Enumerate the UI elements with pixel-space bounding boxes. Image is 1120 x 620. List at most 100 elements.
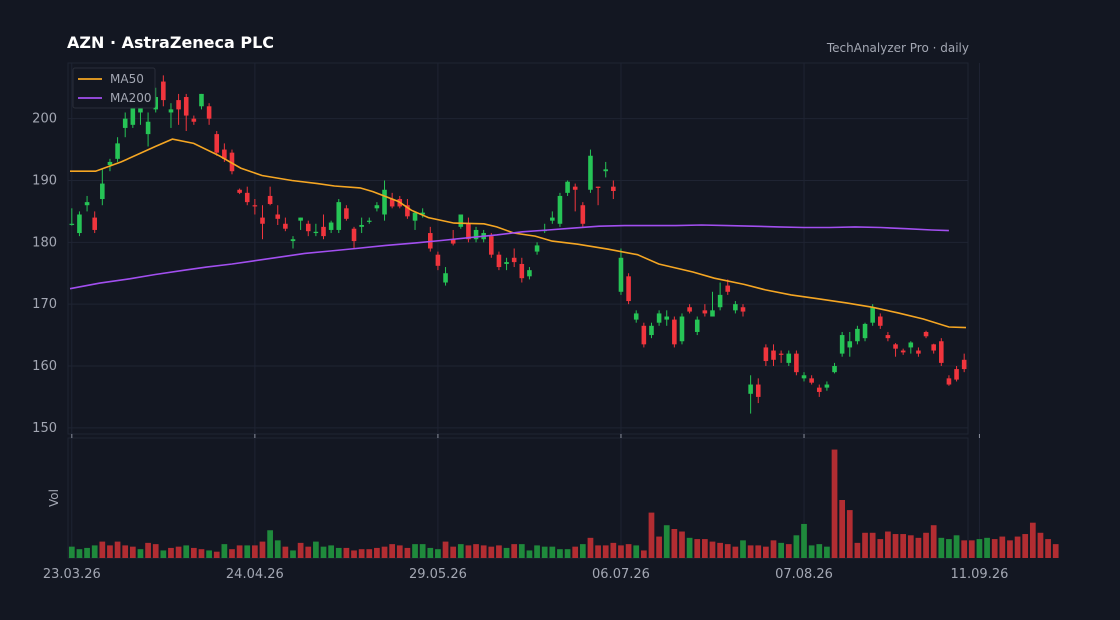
volume-bar xyxy=(107,545,113,558)
volume-bar xyxy=(305,546,312,558)
candle-down xyxy=(900,350,906,353)
volume-bar xyxy=(313,541,319,558)
candle-up xyxy=(870,307,875,323)
volume-bar xyxy=(572,546,579,558)
candle-up xyxy=(588,155,593,190)
volume-bar xyxy=(808,545,815,558)
volume-bar xyxy=(221,544,228,558)
candle-up xyxy=(122,118,128,128)
volume-bar xyxy=(442,541,449,558)
candle-up xyxy=(100,183,105,200)
candle-up xyxy=(359,225,364,227)
candle-down xyxy=(405,205,410,217)
candle-down xyxy=(275,214,281,219)
volume-bar xyxy=(816,544,823,558)
volume-bar xyxy=(404,547,411,558)
volume-bar xyxy=(953,535,960,558)
candle-down xyxy=(214,134,220,153)
volume-bar xyxy=(610,542,617,558)
volume-bar xyxy=(198,549,205,558)
x-tick-label: 07.08.26 xyxy=(775,567,833,582)
volume-bar xyxy=(907,535,914,558)
volume-bar xyxy=(1014,536,1021,558)
candle-down xyxy=(260,217,265,224)
volume-bar xyxy=(999,536,1006,558)
volume-bar xyxy=(1022,534,1029,558)
candle-down xyxy=(229,152,235,172)
volume-bar xyxy=(252,545,258,558)
volume-bar xyxy=(755,545,762,558)
y-tick-label: 170 xyxy=(32,297,57,312)
candle-down xyxy=(351,228,357,242)
volume-bar xyxy=(869,532,876,558)
volume-bar xyxy=(503,547,510,558)
volume-bar xyxy=(854,542,861,558)
volume-bar xyxy=(991,539,998,558)
candle-up xyxy=(107,161,113,166)
candle-down xyxy=(939,341,944,363)
candle-up xyxy=(382,189,387,215)
volume-bar xyxy=(640,550,647,558)
volume-bar xyxy=(831,449,838,558)
candle-up xyxy=(633,313,639,320)
volume-bar xyxy=(366,549,373,558)
volume-bar xyxy=(351,550,357,558)
candle-up xyxy=(130,106,136,125)
x-tick-label: 06.07.26 xyxy=(592,567,650,582)
volume-bar xyxy=(763,546,769,558)
candle-up xyxy=(336,202,342,230)
volume-bar xyxy=(656,536,662,558)
volume-bar xyxy=(671,529,678,558)
volume-bar xyxy=(770,540,777,558)
candle-down xyxy=(283,223,288,229)
candle-up xyxy=(290,239,296,242)
y-tick-label: 150 xyxy=(32,421,57,436)
volume-bar xyxy=(579,544,586,558)
candle-down xyxy=(771,350,776,360)
chart-subtitle: TechAnalyzer Pro · daily xyxy=(826,41,969,55)
volume-bar xyxy=(473,544,479,558)
volume-bar xyxy=(892,534,899,558)
candle-up xyxy=(717,294,723,308)
volume-bar xyxy=(694,539,701,558)
candle-down xyxy=(496,254,502,268)
volume-bar xyxy=(229,549,235,558)
candle-up xyxy=(862,323,868,339)
volume-bar xyxy=(778,542,784,558)
volume-bar xyxy=(282,546,289,558)
volume-bar xyxy=(801,523,807,558)
volume-bar xyxy=(946,539,952,558)
candle-down xyxy=(244,192,250,203)
candle-up xyxy=(832,365,837,373)
volume-bar xyxy=(129,546,136,558)
grid xyxy=(67,62,980,559)
candle-down xyxy=(885,335,891,339)
candle-down xyxy=(267,195,273,204)
volume-bar xyxy=(839,500,846,558)
volume-bar xyxy=(518,544,525,558)
candle-up xyxy=(328,222,334,230)
volume-bar xyxy=(1052,544,1059,558)
candle-up xyxy=(458,214,464,227)
volume-bar xyxy=(976,539,983,558)
volume-bar xyxy=(724,544,731,558)
volume-bar xyxy=(686,537,693,558)
candle-up xyxy=(443,273,448,283)
candle-down xyxy=(389,199,395,207)
volume-bar xyxy=(396,545,403,558)
candle-up xyxy=(801,375,807,379)
volume-bar xyxy=(190,547,197,558)
volume-bar xyxy=(183,545,190,558)
candle-up xyxy=(550,217,555,221)
volume-bar xyxy=(732,546,739,558)
candle-down xyxy=(626,276,631,302)
volume-bar xyxy=(663,525,670,558)
volume-bar xyxy=(679,531,685,558)
volume-bar xyxy=(374,547,380,558)
candle-up xyxy=(748,384,753,394)
candle-down xyxy=(252,205,258,207)
candle-down xyxy=(672,319,677,345)
legend[interactable]: MA50 MA200 xyxy=(72,67,156,109)
